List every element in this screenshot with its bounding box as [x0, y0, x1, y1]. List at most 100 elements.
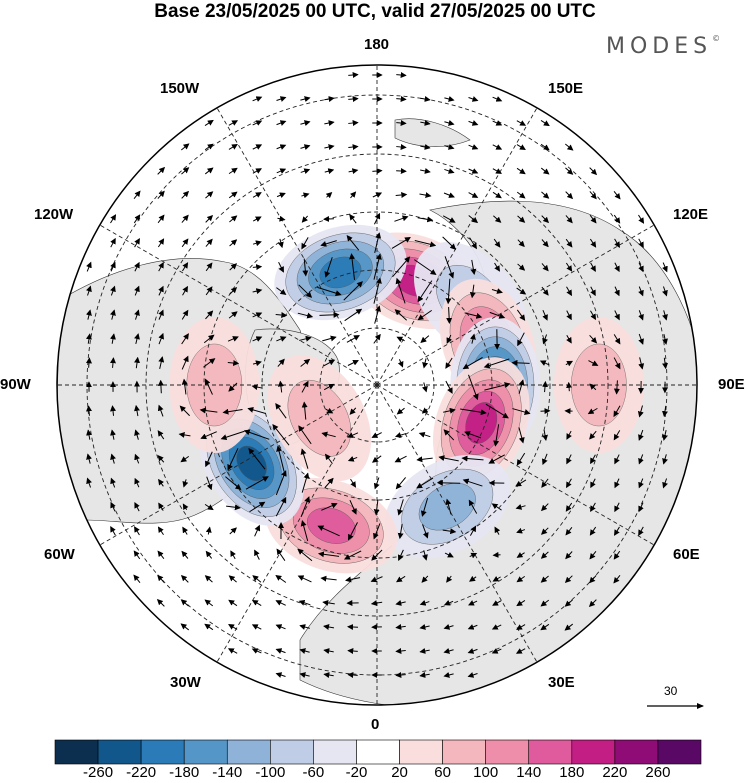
wind-arrow [228, 599, 238, 607]
wind-arrow [396, 71, 407, 78]
wind-arrow [323, 648, 334, 654]
wind-arrow [394, 309, 407, 321]
wind-arrow [179, 405, 191, 417]
wind-arrow [372, 168, 383, 175]
wind-arrow [542, 429, 548, 442]
lon-label-180: 180 [364, 36, 390, 53]
wind-arrow [565, 167, 574, 175]
wind-arrow [566, 454, 572, 465]
wind-arrow [134, 526, 140, 536]
wind-arrow [590, 502, 596, 512]
wind-arrow [417, 216, 434, 223]
wind-arrow [110, 453, 116, 464]
wind-arrow [396, 95, 407, 102]
wind-arrow [518, 427, 525, 444]
wind-arrow [416, 456, 433, 463]
wind-arrow [492, 600, 502, 606]
wind-arrow [110, 333, 116, 344]
colorbar-swatch [54, 739, 99, 765]
wind-arrow [348, 522, 358, 541]
wind-arrow [462, 478, 483, 487]
wind-arrow [518, 379, 525, 394]
wind-arrow [158, 285, 164, 296]
wind-arrow [419, 648, 430, 654]
wind-arrow [662, 310, 668, 321]
wind-arrow [614, 478, 620, 489]
wind-arrow [347, 672, 358, 679]
meridian-lines [57, 65, 697, 705]
wind-arrow [110, 477, 116, 488]
wind-arrow [252, 96, 263, 102]
wind-arrow [589, 526, 597, 536]
lon-label-0: 0 [371, 716, 380, 733]
wind-arrow [373, 333, 381, 344]
wind-arrow [516, 527, 526, 534]
wind-arrow [590, 454, 596, 465]
wind-arrow [444, 168, 455, 174]
wind-arrow [276, 548, 286, 561]
wind-arrow [229, 215, 238, 223]
wind-arrow [251, 599, 262, 606]
wind-arrow [511, 359, 530, 366]
wind-arrow [468, 120, 479, 126]
wind-arrow [301, 237, 309, 250]
wind-arrow [489, 311, 506, 319]
wind-arrow [516, 624, 526, 630]
wind-arrow [343, 550, 362, 560]
wind-arrow [483, 358, 510, 369]
wind-arrow [227, 448, 239, 471]
wind-arrow [86, 261, 92, 272]
map-boundary [56, 64, 698, 706]
colorbar-tick-label: -140 [212, 764, 243, 781]
wind-arrow [419, 600, 430, 606]
wind-arrow [321, 502, 338, 511]
wind-arrow [229, 263, 238, 271]
wind-arrow [566, 335, 572, 344]
brand-name: MODES [606, 34, 713, 59]
wind-arrow [317, 286, 342, 296]
wind-arrow [325, 407, 334, 414]
wind-arrow [614, 286, 620, 297]
wind-arrow [542, 453, 548, 466]
wind-arrow [373, 477, 380, 490]
wind-arrow [370, 576, 383, 583]
wind-arrow [492, 191, 502, 199]
wind-arrow [469, 284, 476, 299]
wind-arrow [324, 477, 334, 488]
wind-arrow [638, 526, 644, 537]
wind-arrow [541, 263, 549, 272]
wind-arrow [182, 262, 189, 272]
wind-arrow [373, 277, 382, 304]
wind-arrow [347, 648, 358, 655]
wind-arrow [417, 280, 433, 303]
wind-arrow [245, 476, 269, 490]
wind-arrow [181, 333, 189, 345]
wind-arrow [324, 257, 333, 278]
wind-arrow [468, 144, 479, 150]
wind-arrow [343, 281, 363, 301]
wind-arrow [110, 429, 116, 440]
colorbar-tick-label: -180 [169, 764, 200, 781]
wind-arrow [516, 191, 526, 199]
wind-arrow [229, 527, 237, 535]
wind-arrow [276, 168, 287, 174]
wind-arrow [349, 191, 357, 199]
wind-arrow [157, 430, 165, 440]
wind-arrow [445, 278, 452, 305]
wind-arrow [484, 382, 511, 391]
wind-arrow [588, 360, 599, 366]
wind-arrow [299, 672, 310, 678]
colorbar-tick-label: -60 [302, 764, 325, 781]
wind-arrow [134, 285, 140, 296]
colorbar-swatch [571, 739, 616, 765]
wind-arrow [252, 264, 263, 271]
wind-arrow [228, 144, 238, 150]
wind-arrow [541, 478, 549, 488]
wind-arrow [298, 425, 312, 445]
wind-arrow [540, 167, 550, 175]
wind-arrow [204, 599, 214, 607]
lon-label-150w: 150W [160, 80, 200, 97]
wind-arrow [469, 552, 478, 559]
wind-arrow [181, 355, 189, 370]
wind-arrow [418, 431, 431, 438]
